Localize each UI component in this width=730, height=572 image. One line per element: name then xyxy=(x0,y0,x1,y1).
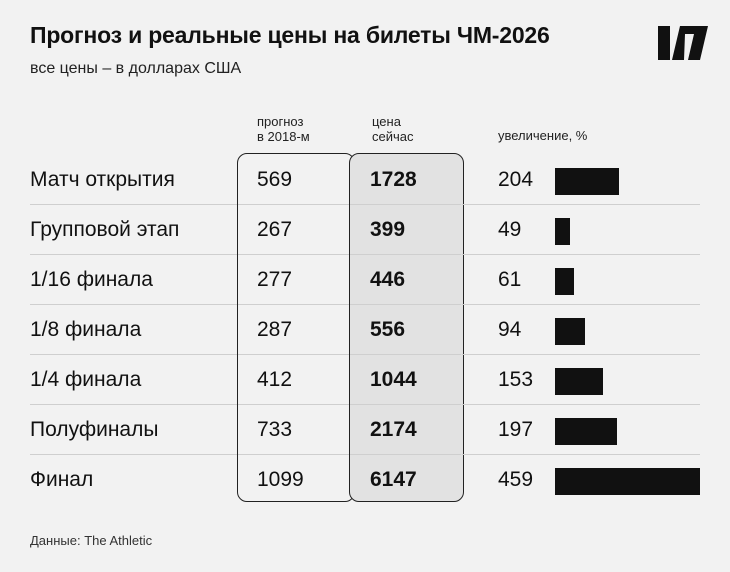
forecast-price: 733 xyxy=(257,418,293,441)
forecast-price: 1099 xyxy=(257,468,304,491)
table-row: 1/4 финала 412 1044 153 xyxy=(0,355,730,405)
column-header-forecast-line2: в 2018-м xyxy=(257,129,310,144)
stage-label: Матч открытия xyxy=(30,168,175,191)
stage-label: Групповой этап xyxy=(30,218,180,241)
row-separator xyxy=(462,454,700,455)
row-separator xyxy=(350,204,461,205)
row-separator xyxy=(30,204,237,205)
stage-label: Финал xyxy=(30,468,94,491)
table-row: Групповой этап 267 399 49 xyxy=(0,205,730,255)
row-separator xyxy=(30,304,237,305)
increase-percent: 459 xyxy=(498,468,534,491)
chart-subtitle: все цены – в долларах США xyxy=(30,60,242,77)
column-header-now: цена сейчас xyxy=(372,114,452,144)
table-row: 1/16 финала 277 446 61 xyxy=(0,255,730,305)
row-separator xyxy=(238,354,349,355)
stage-label: 1/4 финала xyxy=(30,368,142,391)
column-header-forecast: прогноз в 2018-м xyxy=(257,114,337,144)
increase-percent: 197 xyxy=(498,418,534,441)
row-separator xyxy=(350,304,461,305)
increase-bar xyxy=(555,368,603,395)
chart-title: Прогноз и реальные цены на билеты ЧМ-202… xyxy=(30,22,550,48)
row-separator xyxy=(462,404,700,405)
stage-label: 1/16 финала xyxy=(30,268,153,291)
table-row: 1/8 финала 287 556 94 xyxy=(0,305,730,355)
row-separator xyxy=(238,204,349,205)
current-price: 1044 xyxy=(370,368,417,391)
increase-percent: 94 xyxy=(498,318,522,341)
row-separator xyxy=(350,454,461,455)
row-separator xyxy=(238,304,349,305)
row-separator xyxy=(462,354,700,355)
forecast-column-box xyxy=(237,153,355,502)
row-separator xyxy=(350,354,461,355)
increase-bar xyxy=(555,218,570,245)
row-separator xyxy=(30,254,237,255)
column-header-increase: увеличение, % xyxy=(498,128,588,143)
increase-percent: 49 xyxy=(498,218,522,241)
row-separator xyxy=(30,404,237,405)
publisher-logo-icon xyxy=(658,26,708,60)
increase-bar xyxy=(555,318,585,345)
forecast-price: 569 xyxy=(257,168,293,191)
row-separator xyxy=(30,354,237,355)
data-source: Данные: The Athletic xyxy=(30,533,153,548)
increase-bar xyxy=(555,168,619,195)
increase-bar xyxy=(555,468,700,495)
stage-label: Полуфиналы xyxy=(30,418,159,441)
current-price: 2174 xyxy=(370,418,417,441)
row-separator xyxy=(350,254,461,255)
current-price: 6147 xyxy=(370,468,417,491)
row-separator xyxy=(238,404,349,405)
row-separator xyxy=(350,404,461,405)
forecast-price: 412 xyxy=(257,368,293,391)
row-separator xyxy=(462,254,700,255)
increase-percent: 204 xyxy=(498,168,534,191)
table-row: Матч открытия 569 1728 204 xyxy=(0,155,730,205)
column-header-forecast-line1: прогноз xyxy=(257,114,304,129)
current-price: 556 xyxy=(370,318,406,341)
current-price: 446 xyxy=(370,268,406,291)
current-price: 1728 xyxy=(370,168,417,191)
row-separator xyxy=(30,454,237,455)
increase-bar xyxy=(555,268,574,295)
column-header-now-line2: сейчас xyxy=(372,129,414,144)
table-row: Полуфиналы 733 2174 197 xyxy=(0,405,730,455)
forecast-price: 287 xyxy=(257,318,293,341)
current-price-column-box xyxy=(349,153,464,502)
row-separator xyxy=(238,454,349,455)
increase-percent: 153 xyxy=(498,368,534,391)
increase-bar xyxy=(555,418,617,445)
row-separator xyxy=(238,254,349,255)
stage-label: 1/8 финала xyxy=(30,318,142,341)
increase-percent: 61 xyxy=(498,268,522,291)
column-header-now-line1: цена xyxy=(372,114,401,129)
table-row: Финал 1099 6147 459 xyxy=(0,455,730,505)
current-price: 399 xyxy=(370,218,406,241)
forecast-price: 277 xyxy=(257,268,293,291)
row-separator xyxy=(462,204,700,205)
row-separator xyxy=(462,304,700,305)
forecast-price: 267 xyxy=(257,218,293,241)
